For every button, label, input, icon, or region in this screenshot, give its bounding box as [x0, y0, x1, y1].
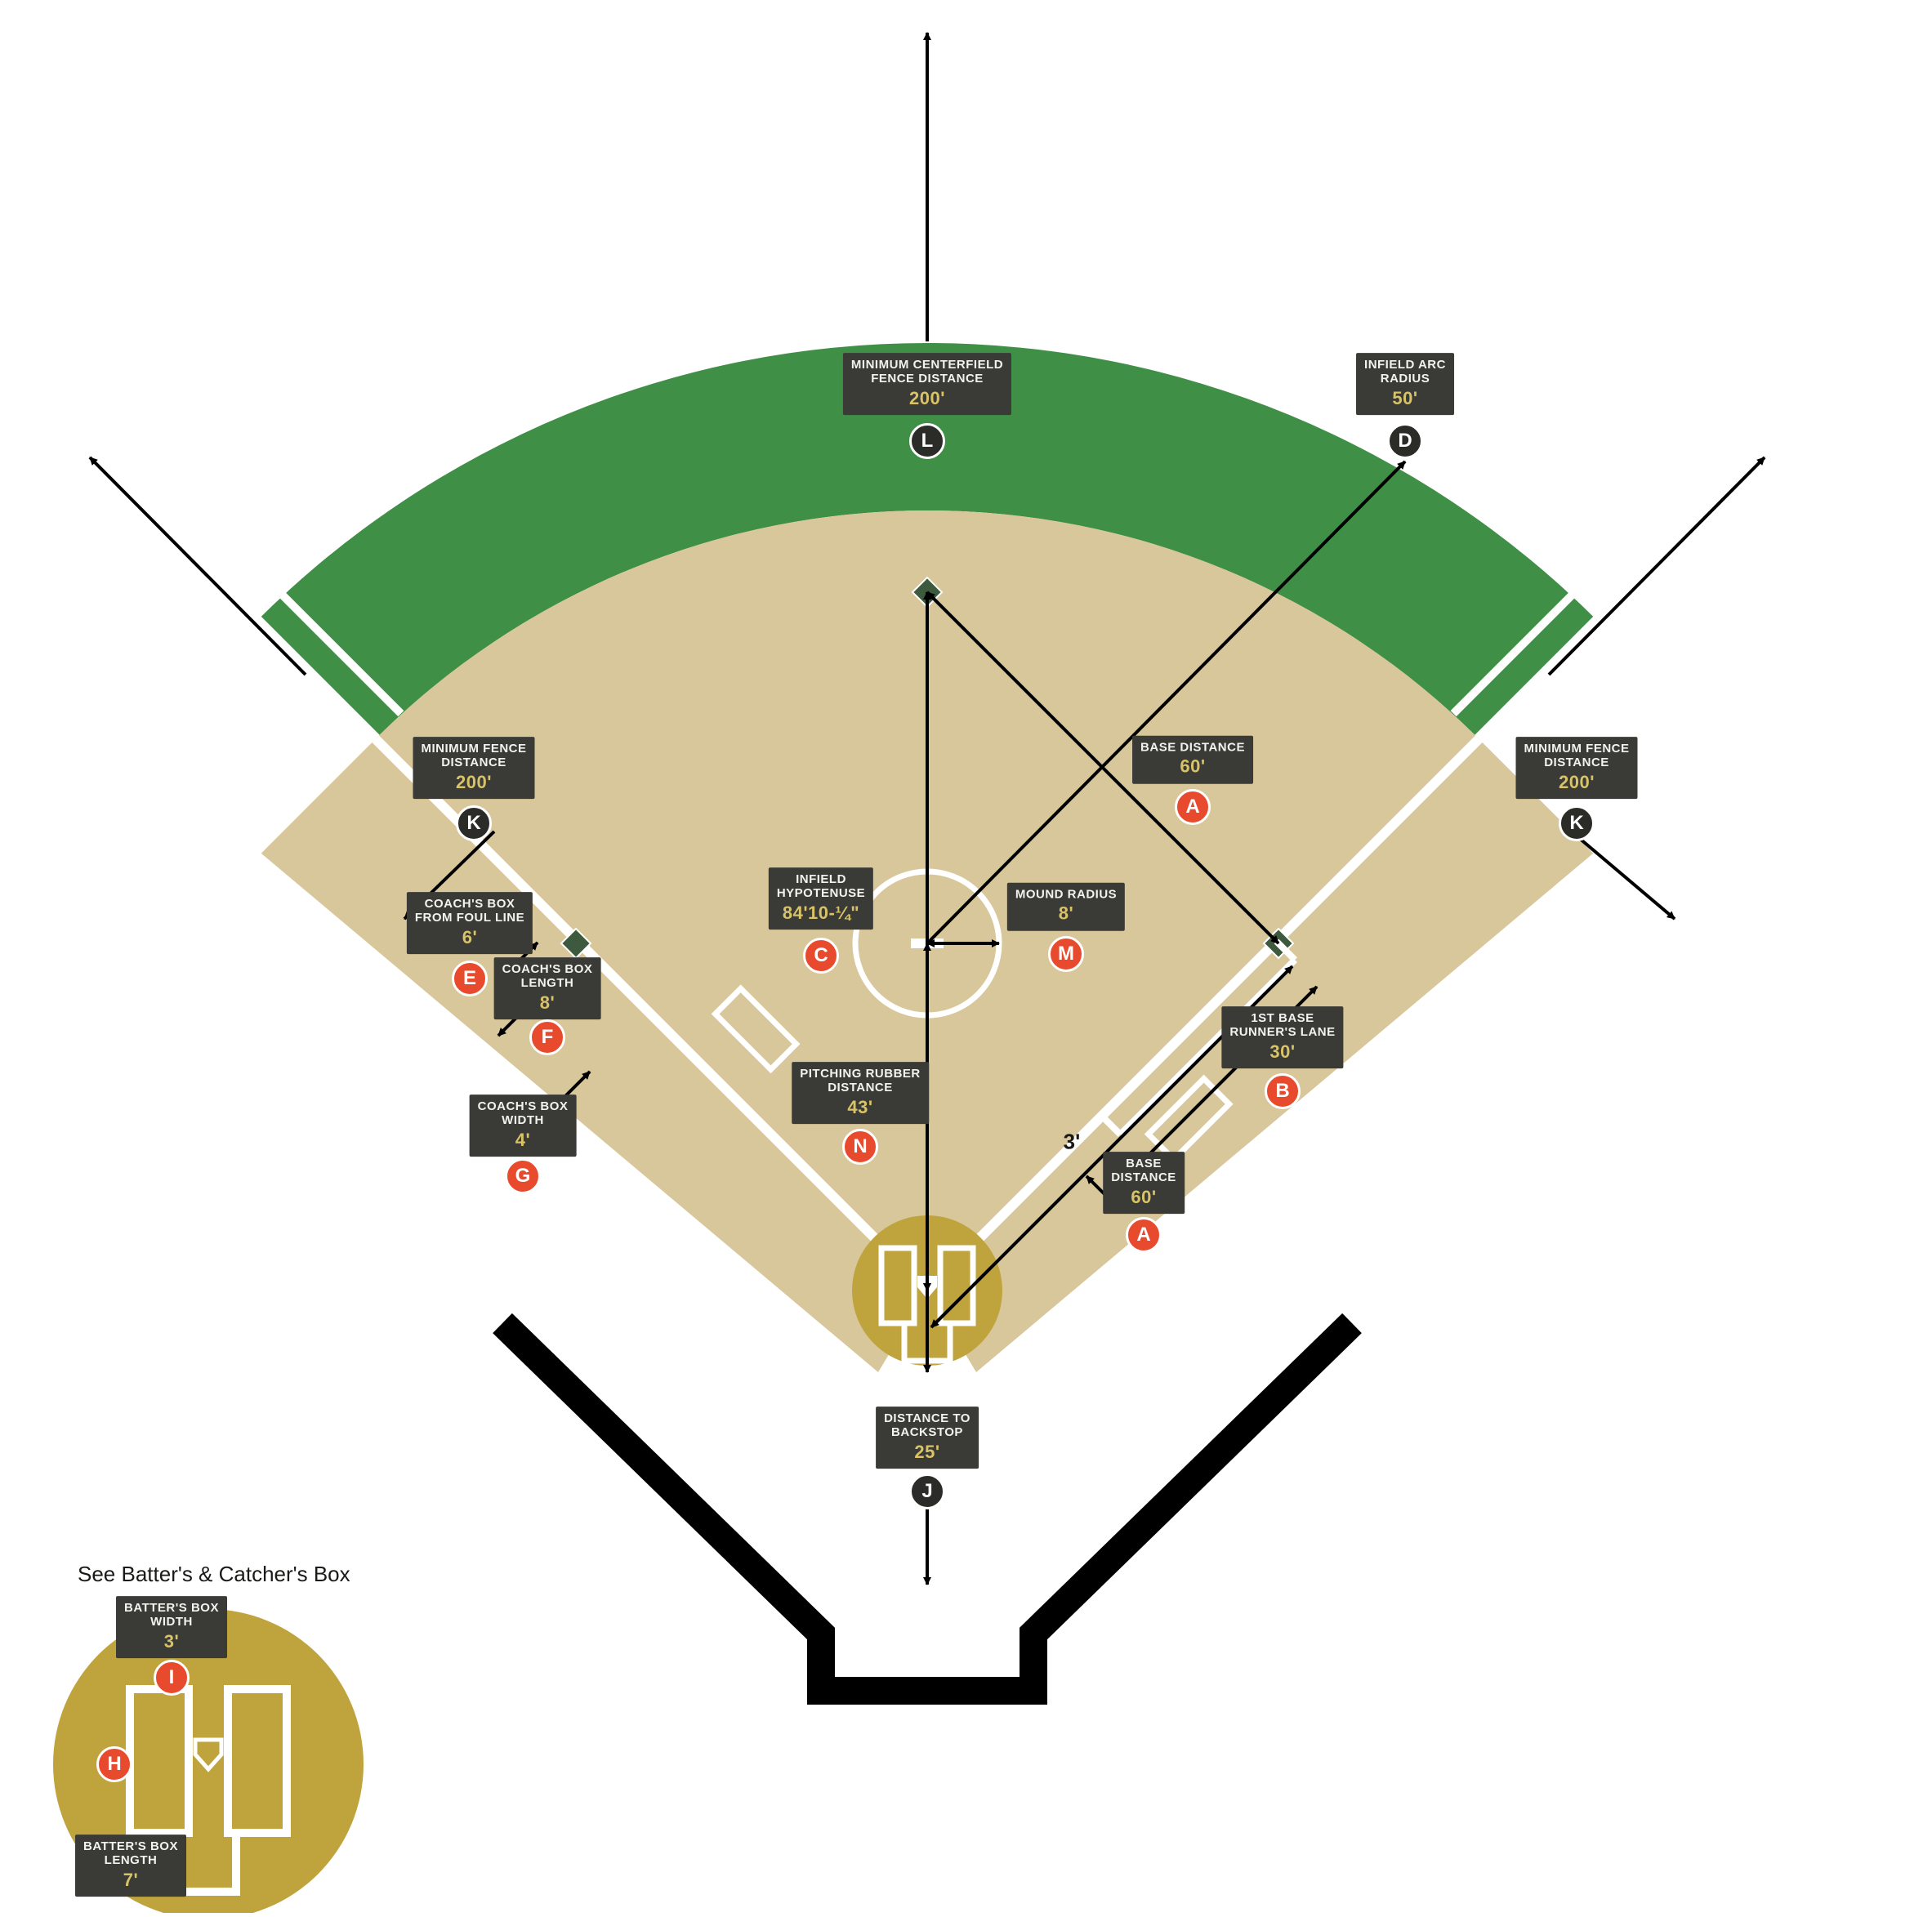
label-title: BASE DISTANCE	[1111, 1157, 1176, 1185]
on-deck-circle	[1244, 1224, 1313, 1292]
label-value: 30'	[1229, 1041, 1335, 1062]
label-value: 3'	[124, 1631, 219, 1652]
label-value: 7'	[83, 1870, 178, 1890]
label-title: MINIMUM FENCE DISTANCE	[422, 742, 527, 770]
label-J: DISTANCE TO BACKSTOP25'	[876, 1407, 979, 1469]
label-value: 60'	[1140, 756, 1245, 777]
inset-caption: See Batter's & Catcher's Box	[78, 1562, 350, 1587]
dimension-arrow	[1549, 457, 1765, 675]
label-value: 8'	[502, 992, 593, 1013]
label-value: 84'10-¼"	[777, 903, 865, 923]
label-title: COACH'S BOX LENGTH	[502, 962, 593, 991]
badge-G: G	[505, 1158, 541, 1194]
badge-C: C	[803, 938, 839, 974]
field-svg	[0, 0, 1932, 1913]
label-title: INFIELD HYPOTENUSE	[777, 872, 865, 901]
label-title: BATTER'S BOX WIDTH	[124, 1601, 219, 1629]
label-title: MINIMUM CENTERFIELD FENCE DISTANCE	[851, 358, 1003, 386]
label-title: BASE DISTANCE	[1140, 741, 1245, 755]
badge-H: H	[96, 1746, 132, 1782]
label-A1: BASE DISTANCE60'	[1132, 736, 1253, 784]
badge-N: N	[842, 1129, 878, 1165]
label-D: INFIELD ARC RADIUS50'	[1356, 353, 1454, 415]
label-value: 50'	[1364, 388, 1446, 408]
on-deck-circle	[542, 1224, 610, 1292]
badge-A: A	[1175, 789, 1211, 825]
label-title: MINIMUM FENCE DISTANCE	[1524, 742, 1630, 770]
label-title: COACH'S BOX FROM FOUL LINE	[415, 897, 524, 925]
label-C: INFIELD HYPOTENUSE84'10-¼"	[769, 867, 873, 930]
free-text-three-ft: 3'	[1064, 1130, 1081, 1155]
dimension-arrow	[90, 457, 306, 675]
label-I: BATTER'S BOX WIDTH3'	[116, 1596, 227, 1658]
label-value: 25'	[884, 1442, 970, 1462]
label-L: MINIMUM CENTERFIELD FENCE DISTANCE200'	[843, 353, 1011, 415]
label-value: 200'	[1524, 772, 1630, 792]
label-K1: MINIMUM FENCE DISTANCE200'	[413, 737, 535, 799]
badge-K: K	[1559, 805, 1595, 841]
badge-D: D	[1387, 423, 1423, 459]
badge-B: B	[1265, 1073, 1301, 1109]
label-M: MOUND RADIUS8'	[1007, 883, 1125, 931]
label-value: 4'	[478, 1130, 569, 1150]
badge-K: K	[456, 805, 492, 841]
badge-I: I	[154, 1660, 190, 1696]
label-value: 200'	[422, 772, 527, 792]
label-value: 43'	[800, 1097, 921, 1117]
diagram-stage: MINIMUM CENTERFIELD FENCE DISTANCE200'LI…	[0, 0, 1932, 1913]
label-title: INFIELD ARC RADIUS	[1364, 358, 1446, 386]
label-A2: BASE DISTANCE60'	[1103, 1152, 1185, 1214]
label-K2: MINIMUM FENCE DISTANCE200'	[1516, 737, 1638, 799]
label-H: BATTER'S BOX LENGTH7'	[75, 1835, 186, 1897]
label-title: PITCHING RUBBER DISTANCE	[800, 1067, 921, 1095]
label-title: 1ST BASE RUNNER'S LANE	[1229, 1011, 1335, 1040]
label-value: 200'	[851, 388, 1003, 408]
badge-F: F	[529, 1019, 565, 1055]
badge-J: J	[909, 1473, 945, 1509]
label-title: DISTANCE TO BACKSTOP	[884, 1411, 970, 1440]
label-value: 60'	[1111, 1187, 1176, 1207]
label-title: COACH'S BOX WIDTH	[478, 1099, 569, 1128]
label-G: COACH'S BOX WIDTH4'	[470, 1094, 577, 1157]
badge-E: E	[452, 961, 488, 996]
label-title: BATTER'S BOX LENGTH	[83, 1839, 178, 1868]
label-N: PITCHING RUBBER DISTANCE43'	[792, 1062, 929, 1124]
label-F: COACH'S BOX LENGTH8'	[494, 957, 601, 1019]
label-value: 8'	[1015, 903, 1117, 924]
badge-M: M	[1048, 936, 1084, 972]
label-title: MOUND RADIUS	[1015, 888, 1117, 902]
label-E: COACH'S BOX FROM FOUL LINE6'	[407, 892, 533, 954]
dimension-arrow	[1568, 829, 1675, 919]
badge-L: L	[909, 423, 945, 459]
label-value: 6'	[415, 927, 524, 947]
badge-A: A	[1126, 1217, 1162, 1253]
label-B: 1ST BASE RUNNER'S LANE30'	[1221, 1006, 1343, 1068]
